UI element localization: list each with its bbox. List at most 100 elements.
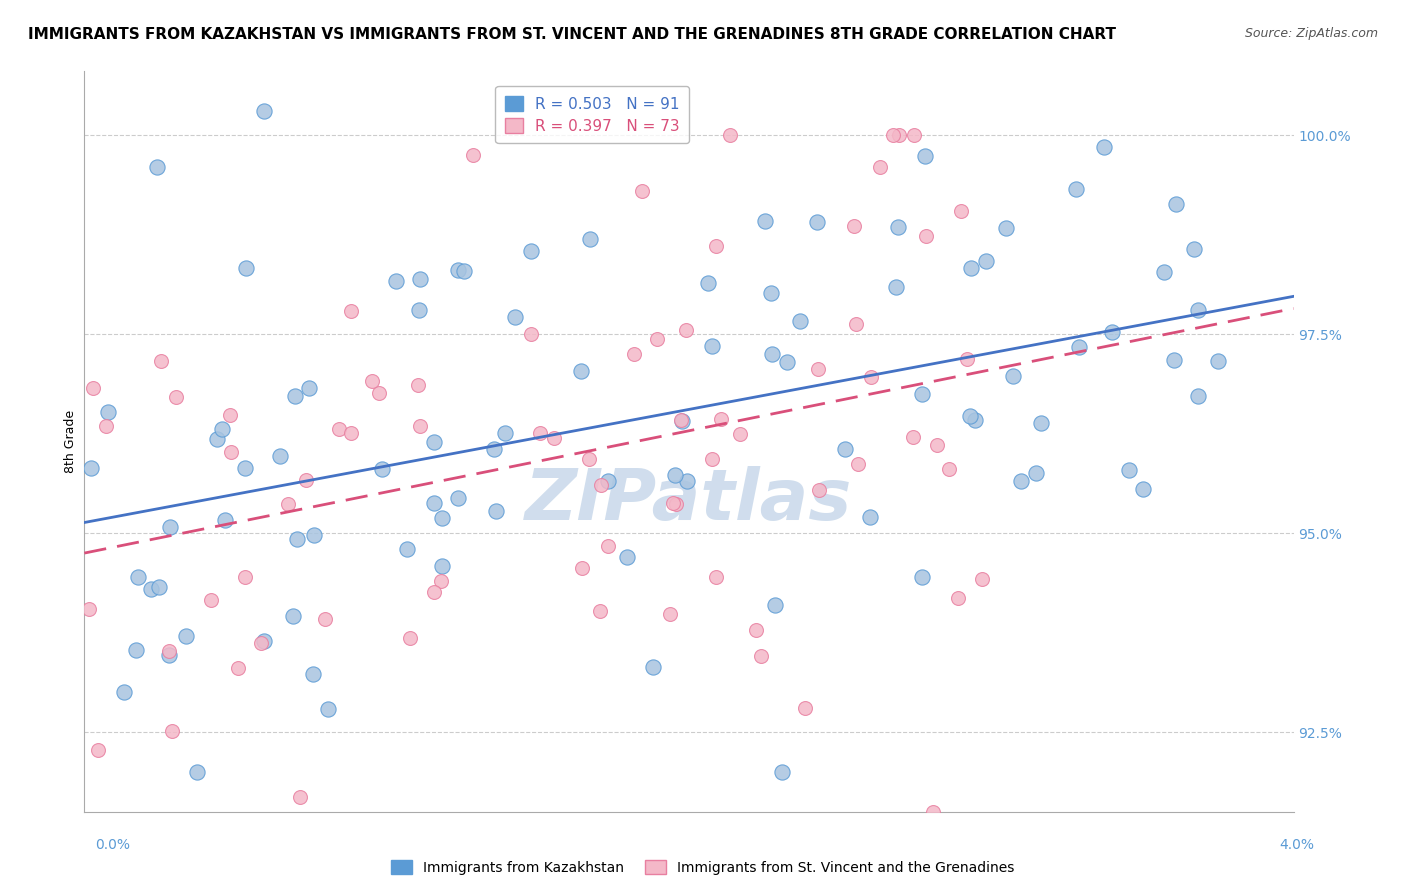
Point (754, 214, 776, 228)
Point (922, 805, 945, 819)
Point (643, 660, 665, 674)
Point (914, 149, 936, 163)
Point (302, 528, 325, 542)
Point (360, 374, 382, 388)
Point (949, 204, 972, 219)
Point (886, 280, 908, 294)
Point (269, 449, 291, 463)
Point (718, 128, 741, 142)
Point (1001, 368, 1024, 383)
Point (749, 648, 772, 663)
Point (776, 355, 799, 369)
Point (700, 451, 723, 466)
Point (960, 260, 983, 275)
Point (808, 483, 831, 497)
Point (87, 742, 110, 756)
Point (157, 648, 180, 663)
Point (596, 539, 619, 553)
Point (96, 419, 118, 434)
Point (396, 542, 419, 557)
Point (406, 378, 429, 392)
Point (806, 215, 828, 229)
Point (959, 409, 981, 424)
Point (598, 474, 620, 488)
Point (972, 572, 994, 586)
Point (658, 607, 681, 621)
Point (157, 644, 180, 658)
Point (579, 232, 602, 246)
Point (761, 347, 783, 361)
Legend: R = 0.503   N = 91, R = 0.397   N = 73: R = 0.503 N = 91, R = 0.397 N = 73 (495, 87, 689, 143)
Point (485, 504, 508, 518)
Point (422, 584, 444, 599)
Point (859, 509, 882, 524)
Point (706, 239, 728, 253)
Point (146, 160, 169, 174)
Point (1118, 463, 1140, 477)
Point (252, 104, 274, 119)
Point (915, 229, 938, 244)
Point (1187, 388, 1209, 402)
Legend: Immigrants from Kazakhstan, Immigrants from St. Vincent and the Grenadines: Immigrants from Kazakhstan, Immigrants f… (385, 855, 1021, 880)
Point (301, 666, 323, 681)
Point (770, 764, 793, 779)
Text: 4.0%: 4.0% (1279, 838, 1315, 852)
Point (1182, 242, 1205, 256)
Point (409, 419, 432, 434)
Point (963, 413, 986, 427)
Point (112, 684, 135, 698)
Point (149, 354, 172, 368)
Point (283, 608, 305, 623)
Point (591, 478, 613, 492)
Point (938, 462, 960, 476)
Point (704, 570, 727, 584)
Point (432, 558, 454, 573)
Point (759, 285, 782, 300)
Point (886, 219, 908, 234)
Point (1187, 303, 1209, 318)
Text: ZIPatlas: ZIPatlas (526, 467, 852, 535)
Point (616, 549, 638, 564)
Point (368, 385, 391, 400)
Point (482, 442, 505, 457)
Point (219, 408, 242, 422)
Point (623, 346, 645, 360)
Point (702, 339, 724, 353)
Point (461, 148, 484, 162)
Point (889, 128, 911, 142)
Point (1064, 182, 1087, 196)
Text: 0.0%: 0.0% (96, 838, 131, 852)
Point (994, 221, 1017, 235)
Point (578, 452, 600, 467)
Point (710, 412, 733, 426)
Point (901, 429, 924, 443)
Point (285, 532, 308, 546)
Point (671, 414, 693, 428)
Point (1166, 196, 1188, 211)
Point (745, 623, 768, 637)
Point (77, 601, 100, 615)
Point (314, 612, 336, 626)
Point (1010, 475, 1032, 489)
Point (277, 498, 299, 512)
Point (430, 511, 453, 525)
Point (288, 789, 311, 804)
Point (219, 444, 242, 458)
Point (399, 631, 422, 645)
Point (844, 219, 866, 234)
Point (903, 128, 925, 142)
Point (430, 574, 453, 589)
Point (252, 633, 274, 648)
Point (1069, 340, 1091, 354)
Point (807, 362, 830, 376)
Text: Source: ZipAtlas.com: Source: ZipAtlas.com (1244, 27, 1378, 40)
Point (139, 582, 162, 597)
Point (207, 432, 229, 446)
Point (1163, 352, 1185, 367)
Point (235, 260, 257, 275)
Point (956, 352, 979, 367)
Point (385, 275, 408, 289)
Point (669, 413, 692, 427)
Point (162, 724, 184, 739)
Point (1132, 483, 1154, 497)
